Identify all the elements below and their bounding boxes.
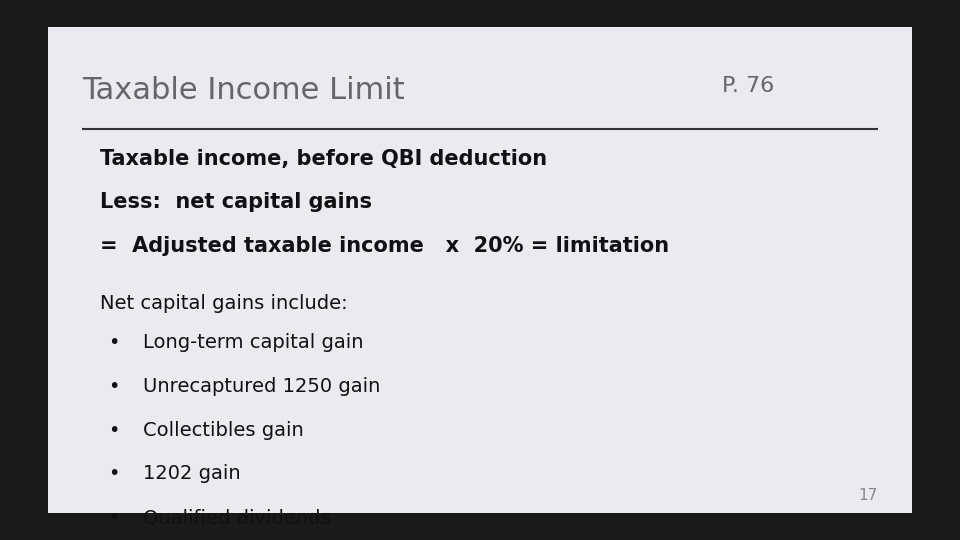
Text: Collectibles gain: Collectibles gain [143,421,303,440]
Text: Less:  net capital gains: Less: net capital gains [100,192,372,212]
Text: =  Adjusted taxable income   x  20% = limitation: = Adjusted taxable income x 20% = limita… [100,236,669,256]
Text: Unrecaptured 1250 gain: Unrecaptured 1250 gain [143,377,380,396]
Text: •: • [108,377,120,396]
Text: Long-term capital gain: Long-term capital gain [143,333,364,352]
Text: •: • [108,464,120,483]
Text: •: • [108,421,120,440]
Text: Taxable Income Limit: Taxable Income Limit [83,76,405,105]
Text: 1202 gain: 1202 gain [143,464,241,483]
Text: 17: 17 [858,488,877,503]
Text: Net capital gains include:: Net capital gains include: [100,294,348,313]
Text: •: • [108,508,120,527]
Text: •: • [108,333,120,352]
Text: P. 76: P. 76 [722,76,774,96]
Text: Qualified dividends: Qualified dividends [143,508,330,527]
Text: Taxable income, before QBI deduction: Taxable income, before QBI deduction [100,148,547,168]
